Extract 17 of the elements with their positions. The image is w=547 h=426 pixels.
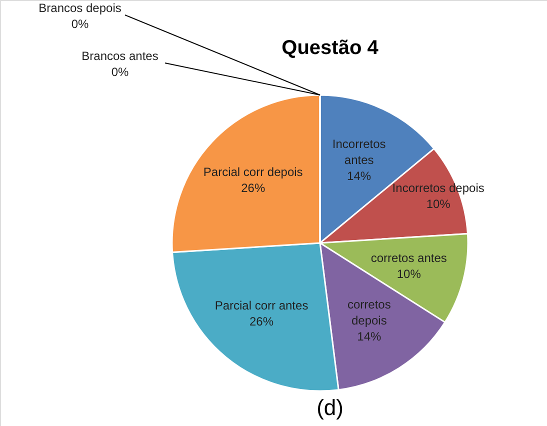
slice-label: Parcial corr depois	[203, 165, 303, 180]
text: 0%	[111, 65, 129, 79]
category-label: Brancos antes	[82, 49, 158, 63]
slice-label: corretos antes	[370, 250, 447, 265]
chart-title: Questão 4	[282, 37, 380, 59]
slice-label: Parcial corr antes	[214, 298, 308, 313]
data-label: 26%	[241, 181, 266, 196]
data-label: 14%	[357, 329, 382, 344]
data-label: 10%	[426, 197, 451, 212]
text: 0%	[71, 17, 89, 31]
data-label: 10%	[396, 266, 422, 281]
data-label: 14%	[347, 168, 372, 183]
slice-label: corretos depois	[347, 297, 391, 328]
data-label: 26%	[249, 314, 274, 329]
text: (d)	[316, 395, 344, 420]
category-label: Brancos depois	[38, 1, 122, 15]
slice-label: Incorretos antes	[332, 136, 386, 167]
